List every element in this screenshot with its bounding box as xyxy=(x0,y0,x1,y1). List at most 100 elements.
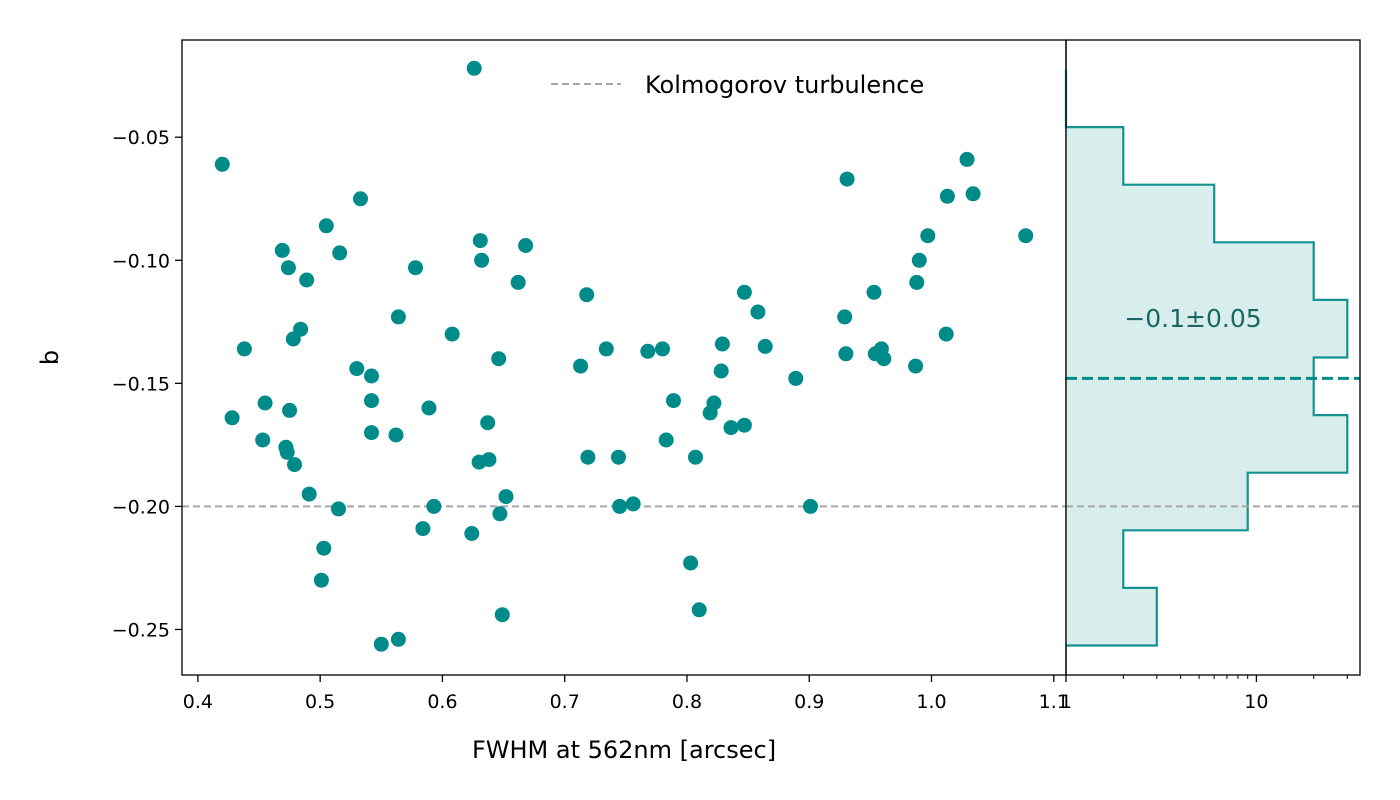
x-tick-label: 0.5 xyxy=(305,691,335,713)
histogram-step-outline xyxy=(1064,69,1349,647)
data-point xyxy=(803,498,818,514)
histogram-panel: −0.1±0.05 1 10 xyxy=(1060,39,1361,713)
data-point xyxy=(706,395,722,411)
data-point xyxy=(498,489,514,505)
data-point xyxy=(611,449,626,465)
data-point xyxy=(736,417,752,433)
hist-x-tick-label: 10 xyxy=(1244,691,1268,713)
data-point xyxy=(364,368,379,384)
x-tick-label: 0.8 xyxy=(672,691,702,713)
data-point xyxy=(353,191,368,207)
data-point xyxy=(736,284,752,300)
data-point xyxy=(939,188,955,204)
data-point xyxy=(491,351,507,367)
data-point xyxy=(612,498,628,514)
data-point xyxy=(421,400,437,416)
histogram-fill xyxy=(1066,69,1348,646)
data-point xyxy=(373,636,389,652)
x-tick-label: 0.4 xyxy=(183,691,213,713)
data-point xyxy=(390,631,406,647)
data-point xyxy=(426,498,442,514)
data-point xyxy=(658,432,674,448)
data-point xyxy=(316,540,332,556)
data-point xyxy=(408,260,423,276)
data-point xyxy=(911,252,927,268)
data-point xyxy=(388,427,404,443)
data-point xyxy=(472,233,488,249)
x-tick-label: 0.7 xyxy=(550,691,580,713)
data-point xyxy=(293,321,309,337)
data-point xyxy=(838,346,854,362)
hist-x-tick-label: 1 xyxy=(1060,691,1072,713)
histogram-annotation: −0.1±0.05 xyxy=(1124,304,1261,333)
data-point xyxy=(481,452,497,468)
data-point xyxy=(364,425,379,441)
x-tick-label: 1.0 xyxy=(916,691,946,713)
data-point xyxy=(331,501,346,517)
data-point xyxy=(666,393,681,409)
data-point xyxy=(301,486,317,502)
data-point xyxy=(655,341,670,357)
y-tick-label: −0.05 xyxy=(112,127,170,149)
data-point xyxy=(598,341,614,357)
data-point xyxy=(274,242,290,258)
data-point xyxy=(464,526,480,541)
y-axis-title: b xyxy=(36,350,64,365)
data-point xyxy=(640,343,656,359)
data-point xyxy=(788,370,804,386)
data-point xyxy=(876,351,892,367)
histogram-axes-frame xyxy=(1065,39,1361,676)
data-point xyxy=(750,304,766,320)
data-point xyxy=(280,260,296,276)
data-point xyxy=(255,432,271,448)
data-point xyxy=(625,496,641,512)
data-point xyxy=(579,287,595,303)
data-point xyxy=(959,151,975,167)
legend-label: Kolmogorov turbulence xyxy=(645,71,924,99)
data-point xyxy=(920,228,936,244)
data-point xyxy=(713,363,729,379)
y-tick-label: −0.20 xyxy=(112,496,170,518)
data-point xyxy=(839,171,855,187)
data-point xyxy=(683,555,699,571)
data-point xyxy=(965,186,981,202)
data-point xyxy=(364,393,379,409)
x-tick-label: 0.9 xyxy=(794,691,824,713)
data-point xyxy=(492,506,508,522)
data-point xyxy=(224,410,240,426)
data-point xyxy=(299,272,315,288)
data-point xyxy=(691,602,707,618)
data-point xyxy=(390,309,406,325)
data-point xyxy=(279,444,295,460)
x-tick-label: 0.6 xyxy=(427,691,457,713)
data-point xyxy=(757,338,773,354)
data-point xyxy=(494,607,510,623)
data-point xyxy=(908,358,924,374)
data-point xyxy=(257,395,273,411)
scatter-y-ticks: −0.05 −0.10 −0.15 −0.20 −0.25 xyxy=(112,127,182,641)
scatter-panel: 0.4 0.5 0.6 0.7 0.8 0.9 1.0 1.1 −0.05 −0.10 −0.15… xyxy=(36,39,1069,764)
data-point xyxy=(837,309,853,325)
data-point xyxy=(332,245,348,261)
data-point xyxy=(723,420,739,436)
data-point xyxy=(480,415,496,431)
data-point xyxy=(349,361,365,377)
legend: Kolmogorov turbulence xyxy=(551,71,924,99)
data-point xyxy=(573,358,589,374)
data-point xyxy=(214,156,230,172)
data-point xyxy=(938,326,954,342)
data-point xyxy=(909,274,925,290)
data-point xyxy=(714,336,730,352)
data-point xyxy=(318,218,334,234)
y-tick-label: −0.25 xyxy=(112,619,170,641)
data-point xyxy=(236,341,252,357)
data-point xyxy=(518,238,534,253)
scatter-x-ticks: 0.4 0.5 0.6 0.7 0.8 0.9 1.0 1.1 xyxy=(183,675,1069,713)
x-axis-title: FWHM at 562nm [arcsec] xyxy=(472,736,776,764)
y-tick-label: −0.10 xyxy=(112,250,170,272)
data-point xyxy=(313,572,329,588)
data-point xyxy=(1018,228,1034,244)
x-tick-label: 1.1 xyxy=(1039,691,1069,713)
data-point xyxy=(287,457,302,473)
